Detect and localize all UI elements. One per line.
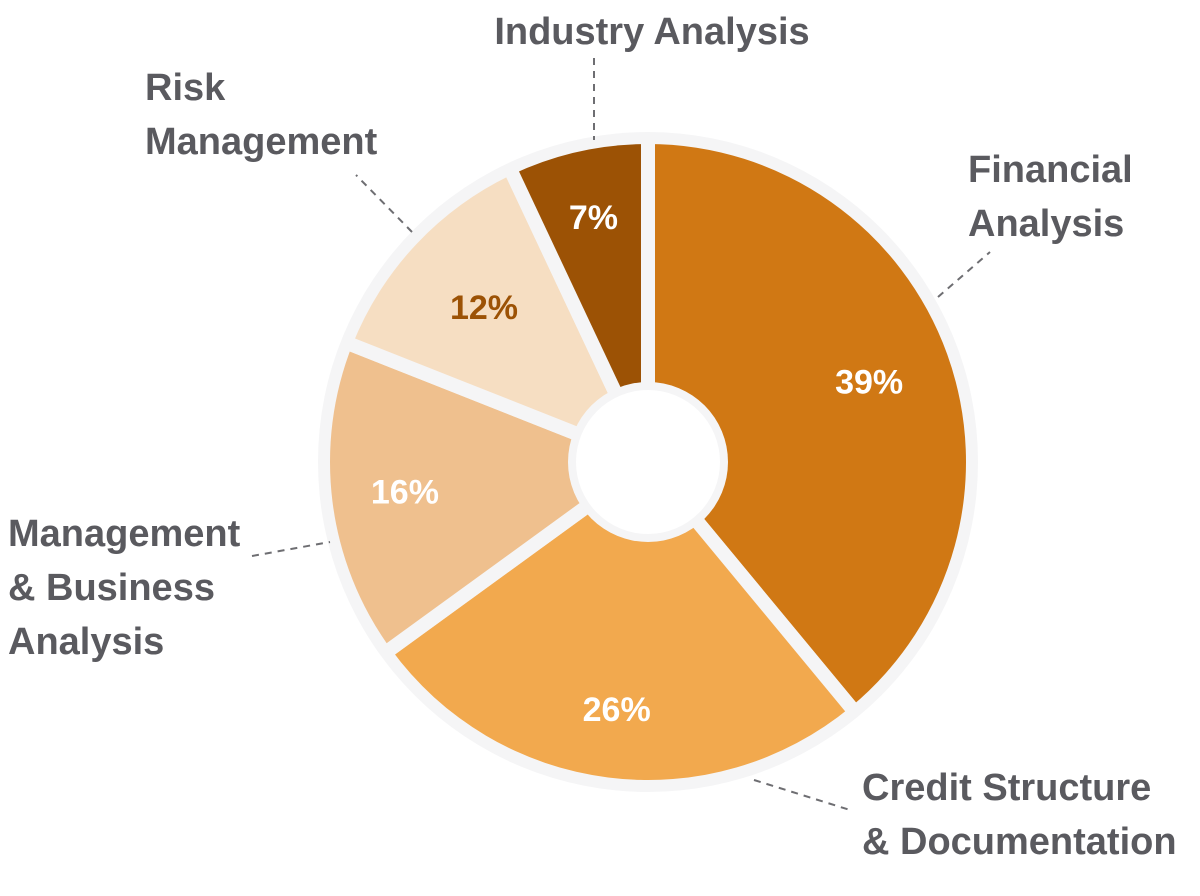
category-label-line: Analysis <box>8 621 164 663</box>
category-label-line: & Business <box>8 567 215 609</box>
slice-value-label: 26% <box>583 691 651 729</box>
pie-slice <box>330 344 648 649</box>
slice-value-label: 16% <box>371 474 439 512</box>
leaders-layer <box>251 58 991 811</box>
slice-value-label: 12% <box>450 289 518 327</box>
category-label-line: & Documentation <box>862 821 1177 863</box>
pie-slice <box>648 144 966 708</box>
leader-line <box>937 251 991 298</box>
slice-category-label: Credit Structure & Documentation <box>862 767 1177 863</box>
leader-line <box>251 541 331 557</box>
pie-slice <box>390 462 851 780</box>
slice-category-label: Risk Management <box>145 67 378 163</box>
category-label-line: Credit Structure <box>862 767 1151 809</box>
category-labels-layer: Financial Analysis Credit Structure & Docum… <box>8 11 1177 863</box>
slice-value-label: 39% <box>835 363 903 401</box>
slice-category-label: Industry Analysis <box>494 11 809 53</box>
pie-slice <box>352 174 648 462</box>
category-label-line: Risk <box>145 67 226 109</box>
slice-category-label: Management & Business Analysis <box>8 513 241 663</box>
category-label-line: Financial <box>968 149 1133 191</box>
value-labels-layer: 39% 26% 16% 12% 7% <box>371 199 903 729</box>
category-label-line: Analysis <box>968 203 1124 245</box>
category-label-line: Industry Analysis <box>494 11 809 53</box>
category-label-line: Management <box>145 121 378 163</box>
leader-line <box>753 779 851 811</box>
leader-line <box>355 174 413 233</box>
donut-hole-inner <box>576 390 720 534</box>
slice-category-label: Financial Analysis <box>968 149 1133 245</box>
category-label-line: Management <box>8 513 241 555</box>
slice-value-label: 7% <box>569 199 618 237</box>
slices-layer <box>330 138 966 780</box>
